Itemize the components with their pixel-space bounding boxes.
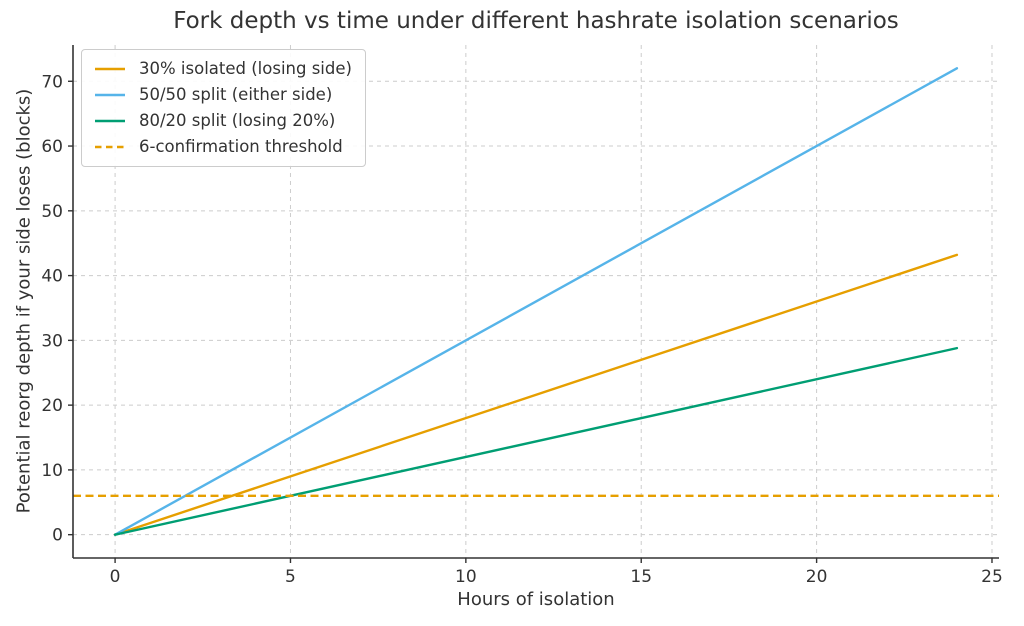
y-tick-label: 70 bbox=[41, 72, 63, 92]
legend-item: 6-confirmation threshold bbox=[92, 134, 352, 160]
y-tick-label: 40 bbox=[41, 267, 63, 287]
legend-label: 50/50 split (either side) bbox=[139, 85, 333, 104]
y-tick-label: 20 bbox=[41, 396, 63, 416]
x-tick-label: 10 bbox=[455, 567, 477, 587]
x-tick-label: 15 bbox=[630, 567, 652, 587]
x-axis-label: Hours of isolation bbox=[457, 589, 615, 610]
legend-line-swatch bbox=[95, 67, 125, 71]
legend-line-swatch bbox=[95, 93, 125, 97]
x-tick-label: 20 bbox=[806, 567, 828, 587]
x-tick-label: 0 bbox=[110, 567, 121, 587]
y-tick-label: 50 bbox=[41, 202, 63, 222]
legend-label: 80/20 split (losing 20%) bbox=[139, 111, 336, 130]
y-tick-label: 30 bbox=[41, 331, 63, 351]
y-tick-label: 60 bbox=[41, 137, 63, 157]
legend: 30% isolated (losing side) 50/50 split (… bbox=[81, 49, 366, 167]
y-tick-label: 0 bbox=[52, 526, 63, 546]
series-line-1 bbox=[113, 67, 959, 536]
legend-label: 30% isolated (losing side) bbox=[139, 59, 352, 78]
legend-item: 80/20 split (losing 20%) bbox=[92, 108, 352, 134]
legend-line-swatch bbox=[95, 145, 125, 149]
legend-label: 6-confirmation threshold bbox=[139, 137, 343, 156]
x-tick-label: 5 bbox=[285, 567, 296, 587]
legend-line-swatch bbox=[95, 119, 125, 123]
legend-item: 30% isolated (losing side) bbox=[92, 56, 352, 82]
legend-item: 50/50 split (either side) bbox=[92, 82, 352, 108]
y-tick-label: 10 bbox=[41, 461, 63, 481]
series-line-2 bbox=[113, 346, 959, 536]
x-tick-label: 25 bbox=[981, 567, 1003, 587]
series-line-0 bbox=[113, 253, 959, 536]
y-axis-label: Potential reorg depth if your side loses… bbox=[13, 88, 35, 514]
chart-title: Fork depth vs time under different hashr… bbox=[173, 8, 899, 34]
